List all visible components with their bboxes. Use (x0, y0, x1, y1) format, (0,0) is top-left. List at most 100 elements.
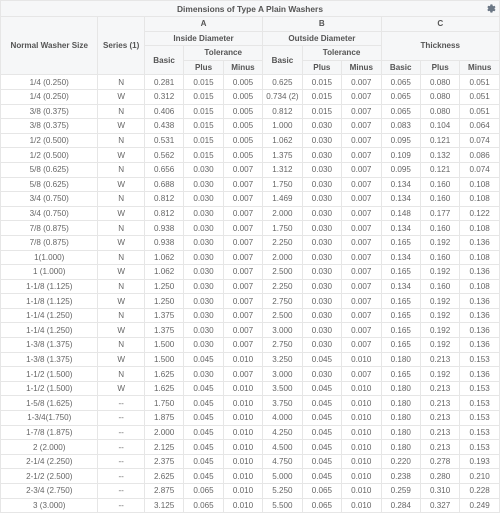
cell-cb: 0.284 (381, 498, 420, 513)
cell-bp: 0.045 (302, 454, 341, 469)
col-inside-diameter: Inside Diameter (144, 31, 262, 46)
cell-r: N (98, 75, 144, 90)
cell-s: 1(1.000) (1, 250, 98, 265)
cell-bb: 2.000 (263, 206, 302, 221)
table-row: 2 (2.000)--2.1250.0450.0104.5000.0450.01… (1, 440, 500, 455)
cell-s: 1-1/2 (1.500) (1, 381, 98, 396)
cell-bb: 2.000 (263, 250, 302, 265)
cell-ap: 0.015 (184, 75, 223, 90)
cell-s: 1/4 (0.250) (1, 89, 98, 104)
cell-cb: 0.109 (381, 148, 420, 163)
cell-bp: 0.030 (302, 133, 341, 148)
cell-bb: 0.625 (263, 75, 302, 90)
cell-bb: 1.000 (263, 119, 302, 134)
cell-am: 0.007 (223, 192, 262, 207)
cell-cm: 0.136 (460, 235, 500, 250)
cell-ab: 1.375 (144, 308, 183, 323)
cell-r: N (98, 367, 144, 382)
cell-ap: 0.065 (184, 498, 223, 513)
cell-cm: 0.122 (460, 206, 500, 221)
cell-bp: 0.030 (302, 119, 341, 134)
cell-cp: 0.121 (420, 133, 459, 148)
table-row: 1-3/8 (1.375)W1.5000.0450.0103.2500.0450… (1, 352, 500, 367)
gear-icon[interactable] (485, 3, 496, 14)
cell-cb: 0.238 (381, 469, 420, 484)
cell-r: N (98, 192, 144, 207)
table-row: 7/8 (0.875)W0.9380.0300.0072.2500.0300.0… (1, 235, 500, 250)
cell-cp: 0.327 (420, 498, 459, 513)
cell-bb: 1.062 (263, 133, 302, 148)
table-row: 1 (1.000)W1.0620.0300.0072.5000.0300.007… (1, 265, 500, 280)
cell-ab: 1.625 (144, 367, 183, 382)
col-a-minus: Minus (223, 60, 262, 75)
col-b-tolerance: Tolerance (302, 46, 381, 61)
cell-bp: 0.065 (302, 484, 341, 499)
table-row: 1-5/8 (1.625)--1.7500.0450.0103.7500.045… (1, 396, 500, 411)
cell-r: W (98, 119, 144, 134)
cell-ap: 0.030 (184, 177, 223, 192)
cell-bm: 0.010 (342, 484, 381, 499)
cell-cb: 0.134 (381, 177, 420, 192)
cell-s: 1 (1.000) (1, 265, 98, 280)
cell-cp: 0.080 (420, 104, 459, 119)
cell-ab: 2.875 (144, 484, 183, 499)
cell-cp: 0.160 (420, 279, 459, 294)
cell-cm: 0.153 (460, 352, 500, 367)
cell-ab: 0.656 (144, 162, 183, 177)
cell-cm: 0.153 (460, 381, 500, 396)
cell-cm: 0.108 (460, 192, 500, 207)
cell-s: 3/8 (0.375) (1, 104, 98, 119)
cell-ab: 0.312 (144, 89, 183, 104)
cell-s: 1-5/8 (1.625) (1, 396, 98, 411)
cell-cp: 0.213 (420, 381, 459, 396)
cell-cm: 0.210 (460, 469, 500, 484)
cell-bb: 5.000 (263, 469, 302, 484)
cell-cp: 0.310 (420, 484, 459, 499)
table-row: 1-1/8 (1.125)N1.2500.0300.0072.2500.0300… (1, 279, 500, 294)
cell-bp: 0.030 (302, 294, 341, 309)
cell-am: 0.007 (223, 367, 262, 382)
cell-ap: 0.045 (184, 440, 223, 455)
cell-bm: 0.010 (342, 352, 381, 367)
cell-s: 3/4 (0.750) (1, 192, 98, 207)
cell-bb: 3.250 (263, 352, 302, 367)
cell-cm: 0.064 (460, 119, 500, 134)
cell-ap: 0.045 (184, 411, 223, 426)
cell-cp: 0.213 (420, 425, 459, 440)
cell-cp: 0.213 (420, 352, 459, 367)
cell-ap: 0.030 (184, 367, 223, 382)
cell-r: -- (98, 484, 144, 499)
cell-ap: 0.015 (184, 119, 223, 134)
table-row: 5/8 (0.625)W0.6880.0300.0071.7500.0300.0… (1, 177, 500, 192)
cell-r: -- (98, 454, 144, 469)
table-row: 1(1.000)N1.0620.0300.0072.0000.0300.0070… (1, 250, 500, 265)
cell-s: 1-1/8 (1.125) (1, 294, 98, 309)
cell-bm: 0.007 (342, 279, 381, 294)
table-row: 3/4 (0.750)N0.8120.0300.0071.4690.0300.0… (1, 192, 500, 207)
cell-r: -- (98, 396, 144, 411)
cell-cp: 0.280 (420, 469, 459, 484)
cell-am: 0.010 (223, 396, 262, 411)
cell-bb: 4.000 (263, 411, 302, 426)
table-row: 2-1/4 (2.250)--2.3750.0450.0104.7500.045… (1, 454, 500, 469)
cell-r: W (98, 352, 144, 367)
cell-am: 0.010 (223, 469, 262, 484)
cell-ap: 0.065 (184, 484, 223, 499)
cell-am: 0.010 (223, 440, 262, 455)
cell-am: 0.007 (223, 294, 262, 309)
cell-am: 0.007 (223, 265, 262, 280)
table-row: 5/8 (0.625)N0.6560.0300.0071.3120.0300.0… (1, 162, 500, 177)
cell-ab: 1.750 (144, 396, 183, 411)
cell-bm: 0.010 (342, 425, 381, 440)
cell-am: 0.010 (223, 411, 262, 426)
cell-bm: 0.007 (342, 338, 381, 353)
cell-cm: 0.108 (460, 250, 500, 265)
cell-bm: 0.010 (342, 440, 381, 455)
cell-bm: 0.007 (342, 192, 381, 207)
cell-cm: 0.249 (460, 498, 500, 513)
cell-bm: 0.010 (342, 396, 381, 411)
cell-bm: 0.007 (342, 119, 381, 134)
col-a-plus: Plus (184, 60, 223, 75)
cell-s: 7/8 (0.875) (1, 235, 98, 250)
cell-am: 0.007 (223, 162, 262, 177)
